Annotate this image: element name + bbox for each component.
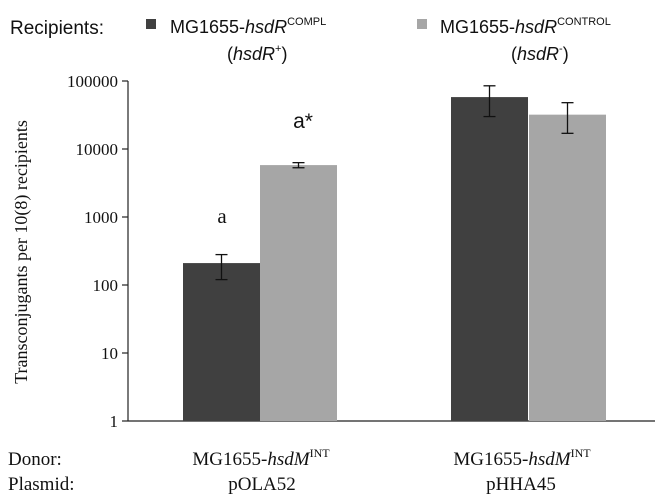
y-tick-label: 100000 (67, 72, 118, 91)
plasmid-name-group-1: pOLA52 (228, 474, 296, 495)
significance-label: a (217, 204, 227, 228)
bar-control-phha45 (529, 114, 606, 421)
y-axis-label: Transconjugants per 10(8) recipients (11, 120, 32, 384)
bar-compl-pola52 (183, 263, 260, 421)
legend-swatch-compl (146, 19, 156, 29)
y-tick-label: 10 (101, 344, 118, 363)
plasmid-name-group-2: pHHA45 (486, 474, 556, 495)
plot-area: 1 10 100 1000 10000 100000 a a* (67, 72, 655, 431)
y-tick-label: 10000 (76, 140, 119, 159)
x-axis-footer: Donor: Plasmid: MG1655-hsdMINT pOLA52 MG… (8, 446, 591, 495)
legend-sublabel-compl: (hsdR+) (227, 43, 287, 64)
bar-control-pola52 (260, 165, 337, 421)
donor-name-group-2: MG1655-hsdMINT (453, 446, 591, 470)
bar-compl-phha45 (451, 97, 528, 421)
donor-label: Donor: (8, 449, 62, 470)
legend-sublabel-control: (hsdR-) (511, 43, 569, 64)
y-tick-label: 1 (110, 412, 119, 431)
donor-name-group-1: MG1655-hsdMINT (192, 446, 330, 470)
plasmid-label: Plasmid: (8, 474, 75, 495)
y-tick-label: 100 (93, 276, 119, 295)
legend-label-control: MG1655-hsdRCONTROL (440, 16, 611, 37)
legend-label-compl: MG1655-hsdRCOMPL (170, 16, 326, 37)
y-tick-label: 1000 (84, 208, 118, 227)
legend: Recipients: MG1655-hsdRCOMPL (hsdR+) MG1… (10, 16, 611, 64)
significance-label: a* (293, 110, 313, 133)
legend-swatch-control (417, 19, 427, 29)
legend-title: Recipients: (10, 18, 104, 39)
